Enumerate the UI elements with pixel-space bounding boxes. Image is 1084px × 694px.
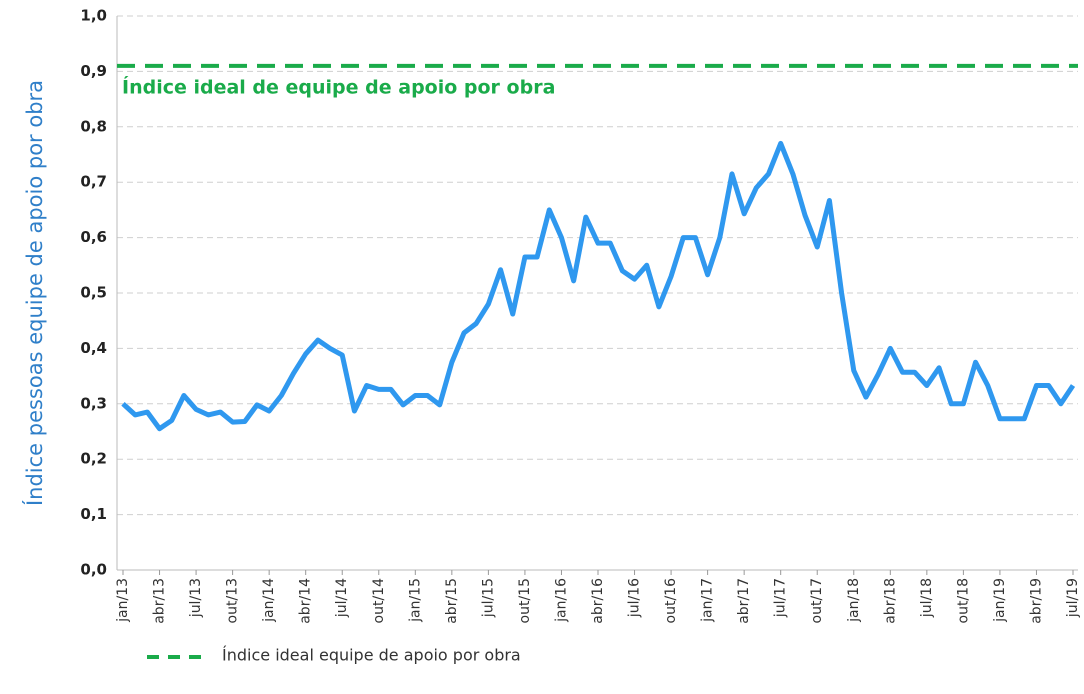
x-tick-label: abr/13 bbox=[152, 578, 168, 624]
y-tick-label: 1,0 bbox=[80, 7, 107, 25]
x-tick-label: out/13 bbox=[225, 578, 241, 623]
x-tick-label: jan/13 bbox=[115, 578, 131, 623]
x-tick-label: out/18 bbox=[955, 578, 971, 623]
y-tick-label: 0,3 bbox=[80, 394, 107, 412]
y-tick-label: 0,5 bbox=[80, 284, 107, 302]
x-tick-label: abr/16 bbox=[590, 578, 606, 624]
y-tick-label: 0,9 bbox=[80, 62, 107, 80]
y-tick-label: 0,8 bbox=[80, 117, 107, 135]
x-tick-label: jul/18 bbox=[919, 578, 935, 618]
x-tick-label: jul/14 bbox=[334, 578, 350, 618]
x-tick-label: abr/17 bbox=[736, 578, 752, 624]
x-tick-label: jan/19 bbox=[992, 578, 1008, 623]
x-tick-label: abr/15 bbox=[444, 578, 460, 624]
y-tick-label: 0,4 bbox=[80, 339, 107, 357]
x-tick-label: jul/19 bbox=[1065, 578, 1081, 618]
y-tick-label: 0,1 bbox=[80, 505, 107, 523]
x-tick-label: out/17 bbox=[809, 578, 825, 623]
x-tick-label: jul/17 bbox=[773, 578, 789, 618]
x-tick-label: jul/15 bbox=[480, 578, 496, 618]
x-tick-label: jan/18 bbox=[846, 578, 862, 623]
x-tick-label: abr/14 bbox=[298, 578, 314, 624]
y-tick-label: 0,6 bbox=[80, 228, 107, 246]
y-tick-label: 0,2 bbox=[80, 450, 107, 468]
x-tick-label: jan/16 bbox=[553, 578, 569, 623]
x-tick-label: out/15 bbox=[517, 578, 533, 623]
x-tick-label: abr/19 bbox=[1028, 578, 1044, 624]
reference-annotation: Índice ideal de equipe de apoio por obra bbox=[122, 75, 555, 98]
x-tick-label: jan/17 bbox=[700, 578, 716, 623]
legend-label: Índice ideal equipe de apoio por obra bbox=[222, 646, 521, 665]
x-tick-label: abr/18 bbox=[882, 578, 898, 624]
y-axis-label: Índice pessoas equipe de apoio por obra bbox=[22, 80, 47, 506]
data-line bbox=[121, 140, 1076, 432]
x-tick-label: jan/14 bbox=[261, 578, 277, 623]
x-tick-label: out/16 bbox=[663, 578, 679, 624]
x-tick-label: jul/13 bbox=[188, 578, 204, 618]
x-tick-label: out/14 bbox=[371, 578, 387, 624]
y-tick-label: 0,7 bbox=[80, 173, 107, 191]
x-tick-label: jul/16 bbox=[627, 578, 643, 618]
y-tick-label: 0,0 bbox=[80, 561, 107, 579]
x-tick-label: jan/15 bbox=[407, 578, 423, 623]
